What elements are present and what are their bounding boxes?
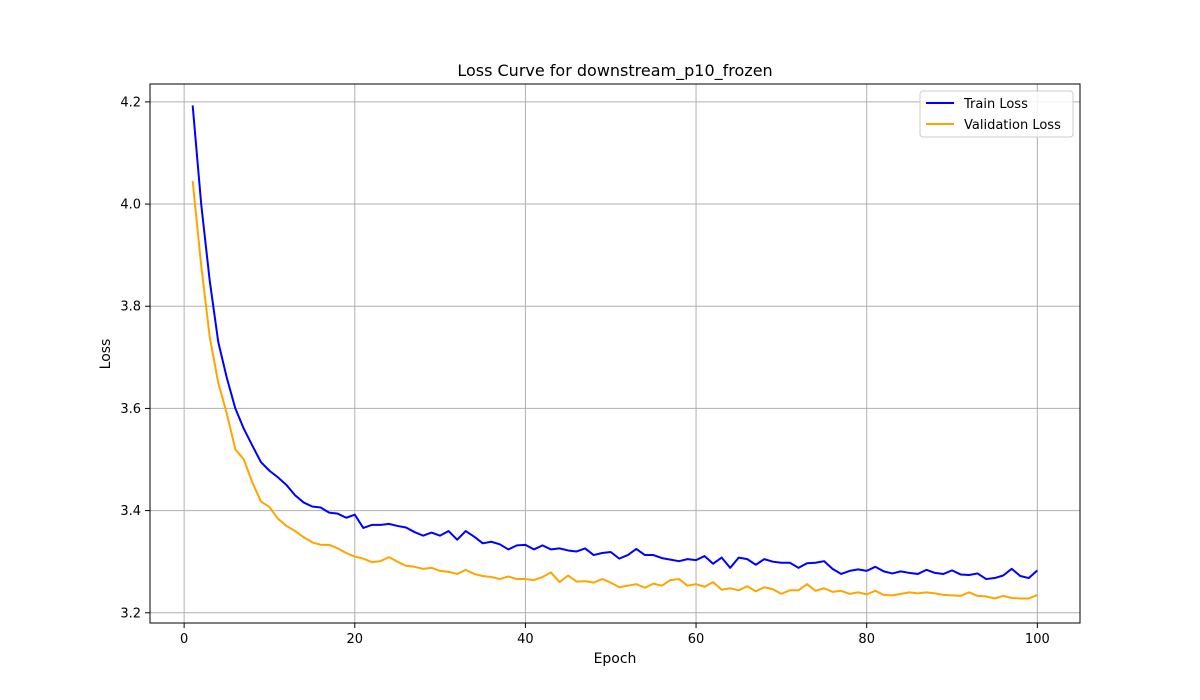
y-tick-label: 4.2 [120, 95, 141, 110]
series-lines [191, 105, 1039, 600]
y-tick-label: 4.0 [120, 198, 141, 213]
x-tick-label: 80 [858, 632, 875, 647]
x-tick-label: 40 [517, 632, 534, 647]
x-axis-ticks: 0 20 40 60 80 100 [180, 623, 1050, 647]
x-axis-label: Epoch [594, 651, 637, 667]
legend: Train Loss Validation Loss [919, 90, 1074, 138]
plot-area-frame [149, 83, 1081, 624]
x-tick-label: 100 [1025, 632, 1050, 647]
y-tick-label: 3.2 [120, 606, 141, 621]
x-tick-label: 0 [180, 632, 188, 647]
y-axis-ticks: 3.2 3.4 3.6 3.8 4.0 4.2 [120, 95, 150, 621]
y-tick-label: 3.8 [120, 300, 141, 315]
grid-lines [150, 84, 1080, 623]
series-line-train-loss [191, 105, 1039, 581]
legend-label-validation-loss: Validation Loss [964, 118, 1061, 133]
y-axis-label: Loss [98, 339, 114, 370]
y-tick-label: 3.4 [120, 504, 141, 519]
legend-box [919, 90, 1074, 138]
x-tick-label: 20 [346, 632, 363, 647]
y-tick-label: 3.6 [120, 402, 141, 417]
legend-label-train-loss: Train Loss [963, 97, 1028, 112]
x-tick-label: 60 [688, 632, 705, 647]
chart-title: Loss Curve for downstream_p10_frozen [457, 61, 772, 81]
series-line-validation-loss [191, 180, 1038, 600]
